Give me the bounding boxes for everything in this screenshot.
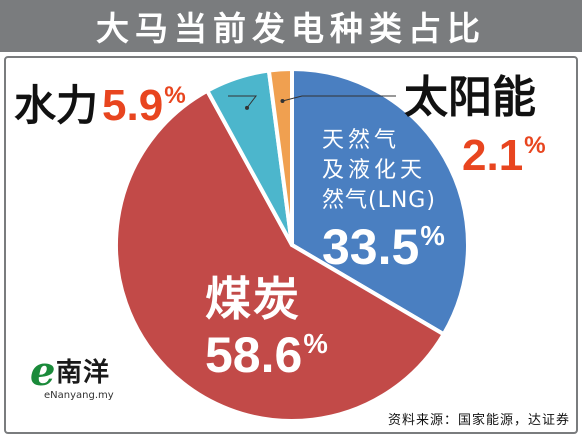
logo-e-mark: e	[30, 348, 56, 395]
hydro-leader-line	[228, 95, 258, 109]
hydro-value: 5.9%	[102, 81, 186, 130]
title-bar: 大马当前发电种类占比	[0, 0, 582, 52]
logo-english: eNanyang.my	[44, 390, 114, 401]
slice-coal	[114, 88, 446, 423]
chart-title: 大马当前发电种类占比	[96, 9, 486, 48]
lng-name-line3: 然气(LNG)	[322, 188, 436, 213]
lng-value: 33.5%	[322, 219, 445, 275]
source-note: 资料来源：国家能源，达证券	[387, 413, 570, 428]
coal-name: 煤炭	[205, 272, 301, 326]
hydro-name: 水力	[14, 81, 99, 130]
solar-name: 太阳能	[404, 72, 536, 123]
solar-leader-dot	[280, 98, 285, 103]
solar-leader-line	[282, 95, 396, 102]
hydro-label: 水力5.9%	[14, 81, 186, 130]
solar-label: 太阳能	[404, 76, 536, 120]
solar-value: 2.1%	[462, 131, 546, 180]
hydro-leader-dot	[245, 105, 250, 110]
slice-solar	[266, 67, 294, 247]
content-border	[4, 56, 578, 434]
slice-lng	[290, 67, 470, 337]
lng-name-line2: 及液化天	[322, 158, 427, 183]
logo-chinese: 南洋	[56, 358, 111, 388]
lng-name-line1: 天然气	[322, 128, 401, 153]
coal-value: 58.6%	[205, 327, 328, 383]
enanyang-logo: e 南洋 eNanyang.my	[30, 348, 140, 402]
